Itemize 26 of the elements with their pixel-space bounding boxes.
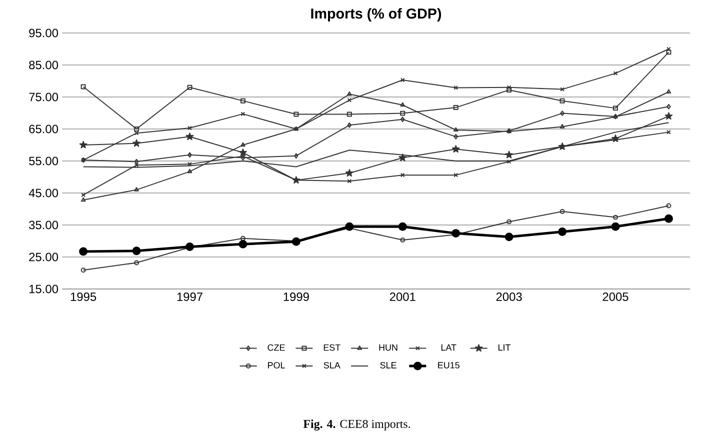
legend-label: SLE [380,362,396,368]
y-tick-label: 25.00 [29,252,58,262]
x-tick-label: 2001 [390,292,416,301]
chart-title: Imports (% of GDP) [311,8,442,22]
y-tick-label: 15.00 [29,284,58,294]
x-tick-label: 1995 [70,292,96,301]
x-tick-label: 2005 [602,292,628,301]
legend-label: CZE [268,344,285,351]
x-tick-label: 1997 [177,292,202,301]
legend-label: LAT [441,344,456,351]
y-tick-label: 95.00 [29,28,58,38]
x-tick-label: 1999 [284,292,309,301]
y-tick-label: 45.00 [28,188,58,198]
x-tick-label: 2003 [496,292,522,301]
y-tick-label: 55.00 [29,156,58,166]
y-tick-label: 35.00 [29,220,58,230]
text: Fig. 4. CEE8 imports. [303,420,410,430]
y-tick-label: 85.00 [29,60,58,70]
legend-label: EU15 [438,362,460,368]
y-tick-label: 65.00 [29,124,58,134]
legend-label: LIT [498,344,510,351]
y-tick-label: 75.00 [29,92,58,102]
legend-label: SLA [324,362,340,368]
legend-label: EST [324,344,340,351]
legend-label: POL [268,362,285,368]
legend-label: HUN [379,344,398,351]
